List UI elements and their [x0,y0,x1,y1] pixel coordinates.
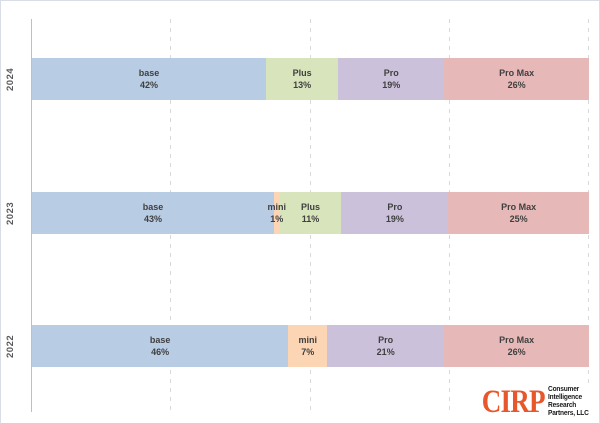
y-axis-label-2023: 2023 [5,201,16,225]
segment-2023-plus: Plus 11% [279,192,342,234]
segment-label: base 43% [142,202,164,224]
segment-2024-pro-max: Pro Max 26% [444,58,589,100]
y-axis-label-2022: 2022 [5,334,16,358]
cirp-logo-caption-line: Consumer [547,386,579,393]
segment-label: mini 7% [298,335,317,357]
cirp-logo: CIRP Consumer Intelligence Research Partner… [465,384,591,420]
segment-label: Plus 11% [300,202,320,224]
segment-label: mini 1% [267,202,286,224]
segment-2023-pro-max: Pro Max 25% [448,192,589,234]
segment-label: base 42% [138,68,160,90]
cirp-logo-caption-line: Intelligence [547,394,582,401]
segment-label: Pro Max 26% [499,68,535,90]
segment-2022-pro-max: Pro Max 26% [444,325,589,367]
segment-label: Pro Max 25% [501,202,537,224]
segment-label: Pro 21% [376,335,395,357]
segment-2022-mini: mini 7% [288,325,328,367]
segment-label: Plus 13% [292,68,312,90]
segment-label: Pro Max 26% [499,335,535,357]
cirp-logo-wordmark: CIRP [481,384,546,420]
segment-label: Pro 19% [385,202,404,224]
segment-2023-pro: Pro 19% [341,192,449,234]
segment-2024-base: base 42% [32,58,266,100]
bar-row-2023: base 43% mini 1% Plus 11% Pro 19% Pro Max 25% [32,192,589,234]
segment-2023-mini: mini 1% [267,192,286,234]
segment-label: base 46% [149,335,171,357]
cirp-logo-caption-line: Partners, LLC [547,410,589,417]
cirp-logo-caption: Consumer Intelligence Research Partners, LL… [548,386,589,418]
segment-2024-pro: Pro 19% [338,58,445,100]
segment-2023-base: base 43% [32,192,274,234]
segment-label: Pro 19% [382,68,401,90]
bar-row-2024: base 42% Plus 13% Pro 19% Pro Max 26% [32,58,589,100]
segment-2022-pro: Pro 21% [327,325,445,367]
cirp-logo-caption-line: Research [547,402,576,409]
bar-row-2022: base 46% mini 7% Pro 21% Pro Max 26% [32,325,589,367]
segment-2024-plus: Plus 13% [265,58,339,100]
y-axis-line [31,19,32,412]
y-axis-label-2024: 2024 [5,67,16,91]
segment-2022-base: base 46% [32,325,289,367]
